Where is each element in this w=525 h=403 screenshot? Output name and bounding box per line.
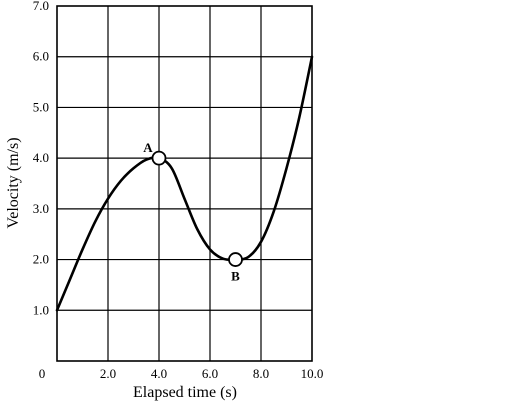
x-tick-label: 8.0 — [253, 366, 269, 381]
plot-frame — [56, 5, 313, 362]
y-axis-title: Velocity (m/s) — [5, 137, 22, 228]
point-label-b: B — [231, 269, 240, 284]
x-tick-label: 4.0 — [151, 366, 167, 381]
grid — [57, 6, 312, 361]
y-tick-labels: 1.0 2.0 3.0 4.0 5.0 6.0 7.0 — [33, 0, 49, 317]
point-marker-b — [228, 252, 243, 267]
y-tick-label: 4.0 — [33, 150, 49, 165]
series-layer — [55, 55, 314, 312]
x-axis-title: Elapsed time (s) — [133, 384, 237, 401]
point-markers: AB — [143, 140, 243, 284]
plot-border — [56, 5, 313, 362]
point-label-a: A — [143, 140, 153, 155]
y-tick-label: 7.0 — [33, 0, 49, 13]
x-tick-labels: 0 2.0 4.0 6.0 8.0 10.0 — [39, 366, 324, 381]
x-tick-label: 2.0 — [100, 366, 116, 381]
y-tick-label: 6.0 — [33, 49, 49, 64]
y-tick-label: 1.0 — [33, 302, 49, 317]
x-tick-label: 10.0 — [301, 366, 324, 381]
x-tick-label: 0 — [39, 366, 46, 381]
y-tick-label: 2.0 — [33, 252, 49, 267]
point-marker-a — [151, 150, 167, 166]
x-tick-label: 6.0 — [202, 366, 218, 381]
velocity-curve — [55, 55, 314, 312]
y-tick-label: 5.0 — [33, 99, 49, 114]
y-tick-label: 3.0 — [33, 201, 49, 216]
